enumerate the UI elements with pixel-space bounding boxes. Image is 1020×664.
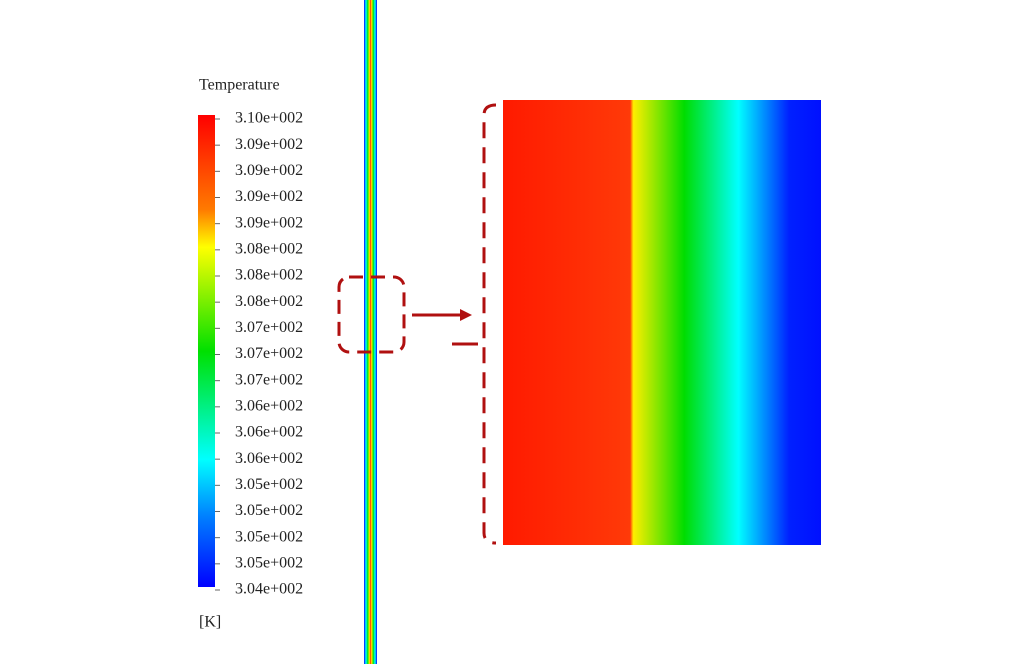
legend-labels: 3.10e+002 3.09e+002 3.09e+002 3.09e+002 3.09… [215,110,303,598]
legend-label: 3.09e+002 [235,136,303,153]
legend-label: 3.05e+002 [235,528,303,545]
legend-label: 3.09e+002 [235,214,303,231]
color-bar [198,115,215,587]
zoom-bracket [482,103,497,545]
legend-label: 3.05e+002 [235,555,303,572]
legend-label: 3.08e+002 [235,241,303,258]
domain-strip [364,0,377,664]
legend-title: Temperature [199,77,280,94]
legend-label: 3.09e+002 [235,188,303,205]
legend-label: 3.05e+002 [235,476,303,493]
zoom-box [337,275,406,354]
legend-unit: [K] [199,614,221,631]
legend-label: 3.06e+002 [235,398,303,415]
legend-label: 3.04e+002 [235,581,303,598]
legend-label: 3.09e+002 [235,162,303,179]
legend-label: 3.10e+002 [235,110,303,127]
legend-label: 3.08e+002 [235,293,303,310]
legend-label: 3.07e+002 [235,371,303,388]
legend-label: 3.05e+002 [235,502,303,519]
zoom-panel [503,100,821,545]
arrow-head [460,309,472,321]
legend-label: 3.07e+002 [235,345,303,362]
legend-label: 3.06e+002 [235,424,303,441]
legend-label: 3.06e+002 [235,450,303,467]
legend-label: 3.08e+002 [235,267,303,284]
legend-label: 3.07e+002 [235,319,303,336]
